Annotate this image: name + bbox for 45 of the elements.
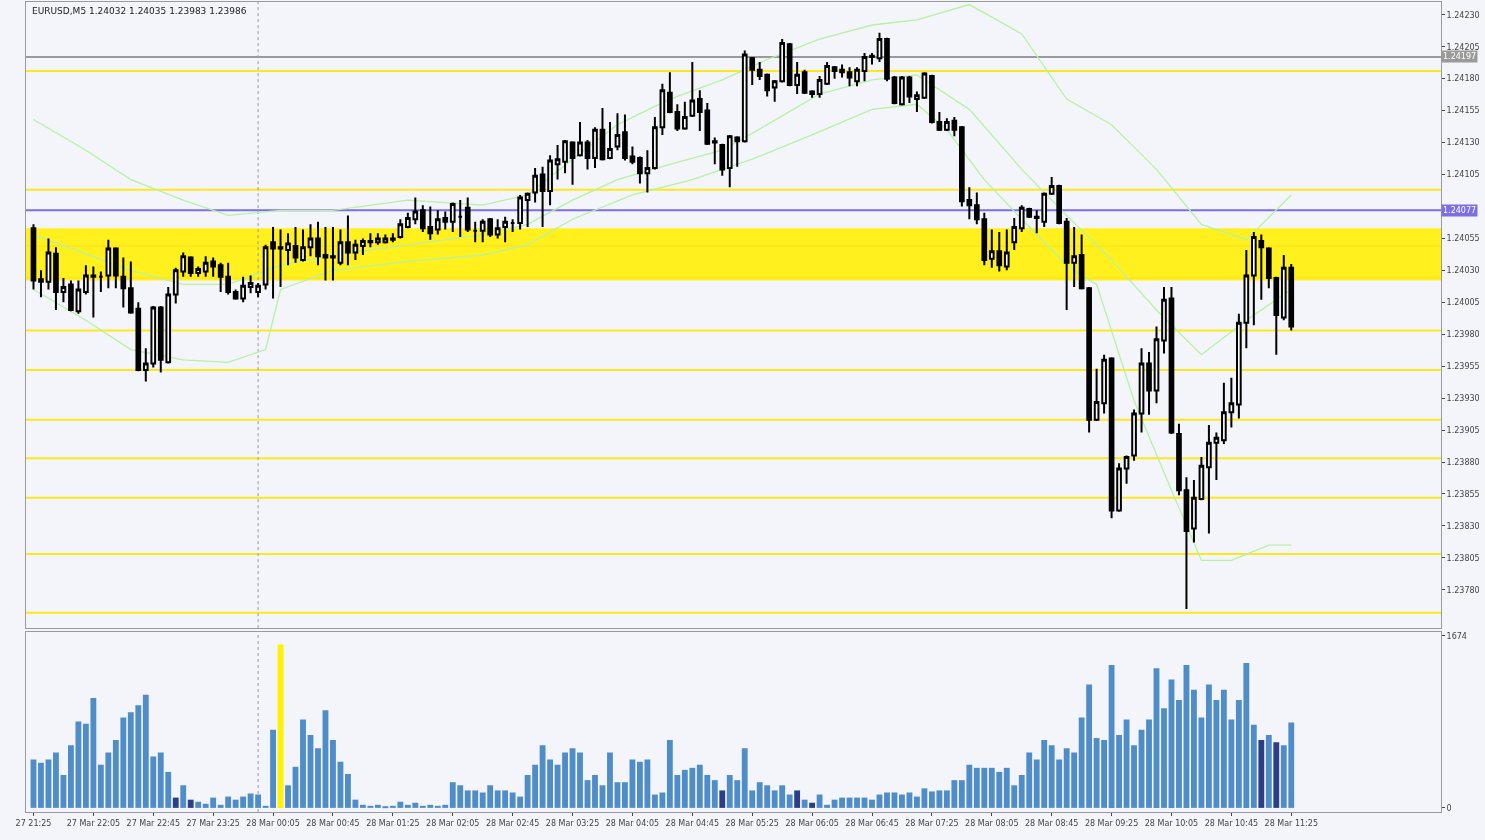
y-tick-label: 1.24155 — [1446, 106, 1480, 116]
x-tick-label: 28 Mar 03:25 — [545, 818, 600, 828]
y-tick-label: 1.23955 — [1446, 361, 1480, 371]
y-tick-label: 1.23830 — [1446, 521, 1480, 531]
x-tick-label: 28 Mar 10:05 — [1144, 818, 1199, 828]
y-tick-label: 1.24030 — [1446, 266, 1480, 276]
y-tick-label: 1.24230 — [1446, 10, 1480, 20]
x-tick-label: 28 Mar 08:45 — [1024, 818, 1079, 828]
x-tick-label: 27 Mar 23:25 — [186, 818, 240, 828]
y-tick-label: 1.23780 — [1446, 585, 1480, 595]
x-tick-label: 28 Mar 04:05 — [605, 818, 660, 828]
y-tick-label: 1.24055 — [1446, 234, 1480, 244]
ref-line-label: 1.24197 — [1443, 52, 1477, 61]
x-tick-label: 27 21:25 — [15, 818, 52, 828]
x-tick-label: 28 Mar 05:25 — [725, 818, 779, 828]
x-tick-label: 28 Mar 01:25 — [366, 818, 420, 828]
y-tick-label: 1.23880 — [1446, 457, 1480, 467]
x-tick-label: 28 Mar 06:05 — [785, 818, 839, 828]
y-tick-label: 1.24130 — [1446, 138, 1480, 148]
x-tick-label: 28 Mar 02:05 — [426, 818, 480, 828]
x-tick-label: 28 Mar 00:45 — [306, 818, 360, 828]
y-tick-label: 1674 — [1446, 631, 1467, 641]
y-tick-label: 1.23980 — [1446, 330, 1480, 340]
x-tick-label: 28 Mar 04:45 — [665, 818, 720, 828]
y-tick-label: 0 — [1446, 803, 1452, 813]
x-tick-label: 28 Mar 00:05 — [246, 818, 300, 828]
y-tick-label: 1.24005 — [1446, 298, 1480, 308]
x-tick-label: 28 Mar 11:25 — [1264, 818, 1318, 828]
ref-line-label: 1.24077 — [1443, 206, 1477, 215]
x-tick-label: 28 Mar 08:05 — [965, 818, 1019, 828]
x-tick-label: 27 Mar 22:05 — [66, 818, 121, 828]
y-tick-label: 1.23905 — [1446, 425, 1480, 435]
y-tick-label: 1.23855 — [1446, 489, 1480, 499]
y-tick-label: 1.24205 — [1446, 42, 1480, 52]
x-tick-label: 28 Mar 02:45 — [485, 818, 540, 828]
x-tick-label: 28 Mar 09:25 — [1084, 818, 1139, 828]
x-tick-label: 28 Mar 10:45 — [1204, 818, 1259, 828]
x-tick-label: 28 Mar 06:45 — [845, 818, 899, 828]
y-tick-label: 1.23805 — [1446, 553, 1480, 563]
chart-title: EURUSD,M5 1.24032 1.24035 1.23983 1.23986 — [32, 6, 247, 16]
x-tick-label: 27 Mar 22:45 — [126, 818, 180, 828]
y-tick-label: 1.23930 — [1446, 393, 1480, 403]
y-tick-label: 1.24105 — [1446, 170, 1480, 180]
y-tick-label: 1.24180 — [1446, 74, 1480, 84]
x-tick-label: 28 Mar 07:25 — [905, 818, 959, 828]
